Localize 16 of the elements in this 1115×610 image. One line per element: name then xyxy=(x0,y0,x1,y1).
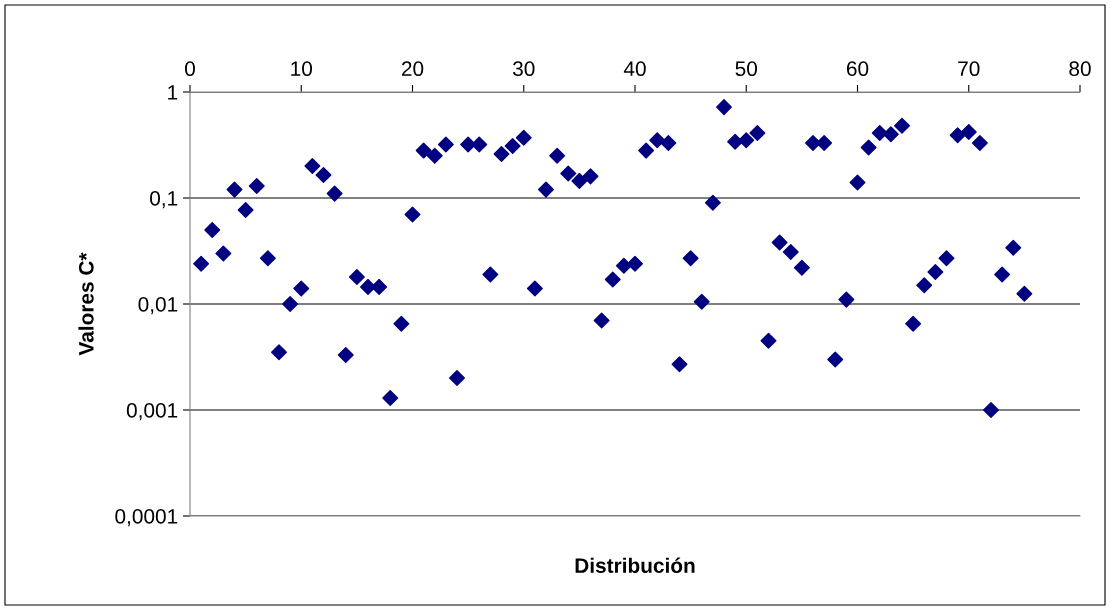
y-tick-label: 0,1 xyxy=(150,191,178,209)
x-tick-label: 50 xyxy=(735,61,758,77)
x-tick-label: 70 xyxy=(958,61,980,77)
x-tick-label: 20 xyxy=(401,61,424,77)
x-tick-label: 40 xyxy=(623,61,646,77)
x-tick-label: 60 xyxy=(846,61,869,77)
x-tick-label: 80 xyxy=(1069,61,1091,77)
y-axis-title: Valores C* xyxy=(78,252,94,356)
y-tick-label: 0,001 xyxy=(126,403,178,421)
y-tick-label: 1 xyxy=(168,85,178,100)
x-tick-label: 10 xyxy=(291,61,313,77)
x-tick-label: 0 xyxy=(185,61,195,77)
y-tick-label: 0,01 xyxy=(138,297,178,315)
x-tick-label: 30 xyxy=(512,61,535,77)
x-axis-title: Distribución xyxy=(575,557,695,573)
y-tick-label: 0,0001 xyxy=(115,509,178,527)
